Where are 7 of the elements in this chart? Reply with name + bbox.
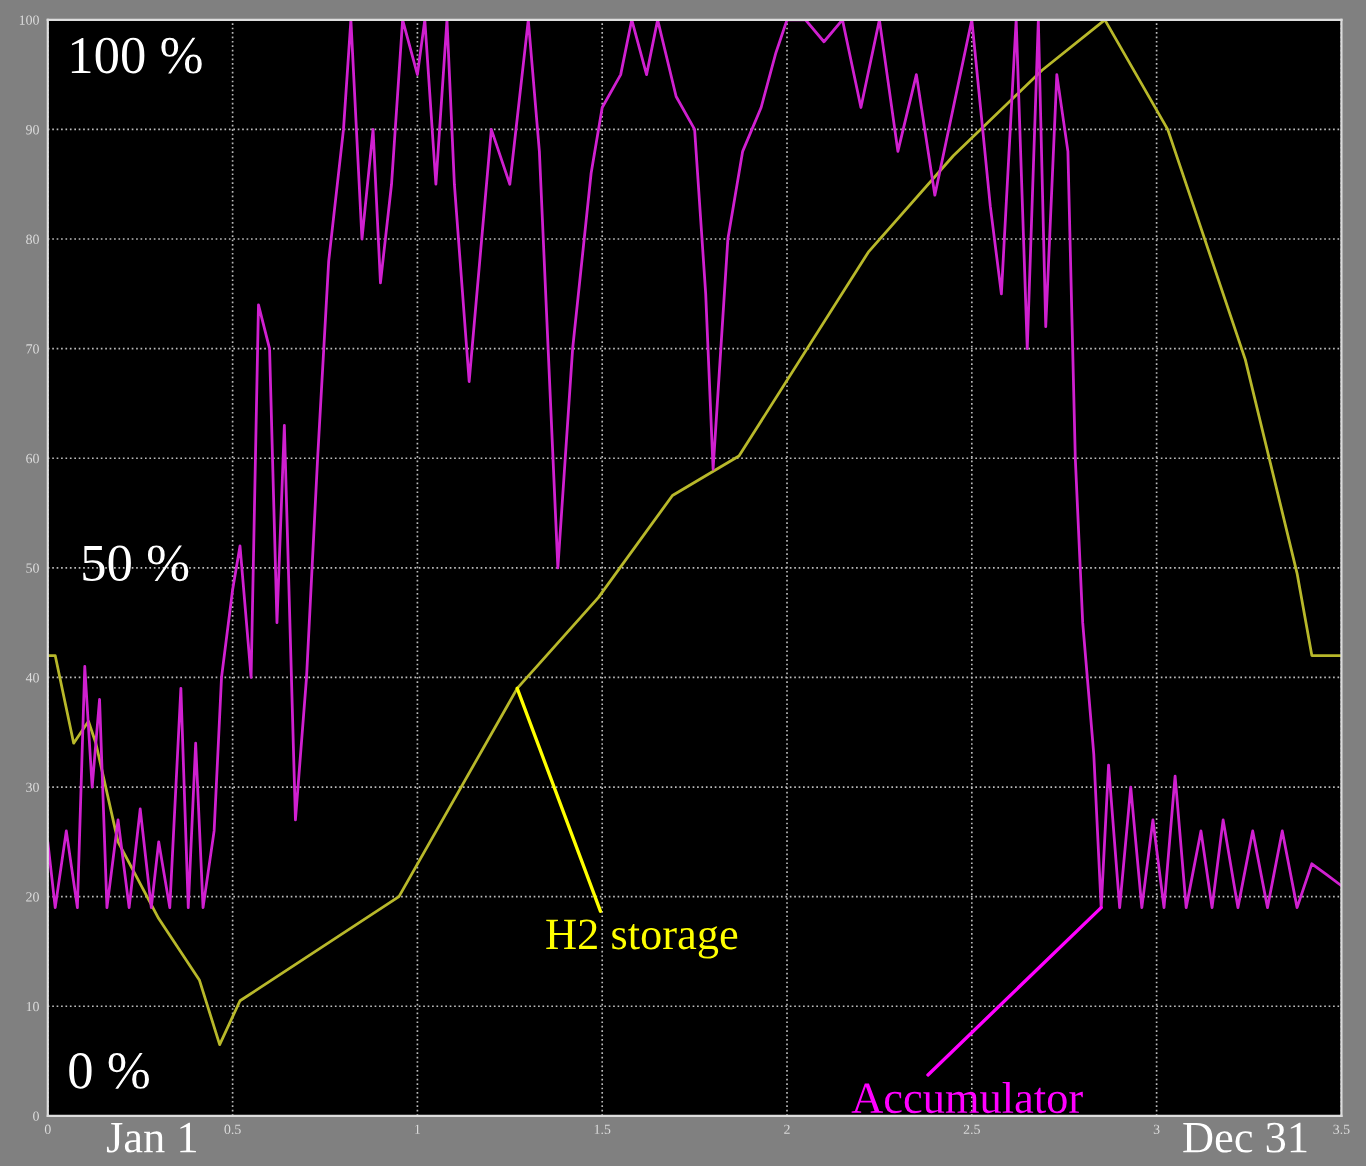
annotation: 100 % [71,37,202,74]
annotation: 0 % [69,1053,149,1089]
text: Dec 31 [1183,1122,1307,1153]
annotation: H2 storage [546,919,738,959]
annotation: Accumulator [851,1081,1083,1114]
annotation: 50 % [83,545,189,582]
text: Jan 1 [106,1122,196,1153]
